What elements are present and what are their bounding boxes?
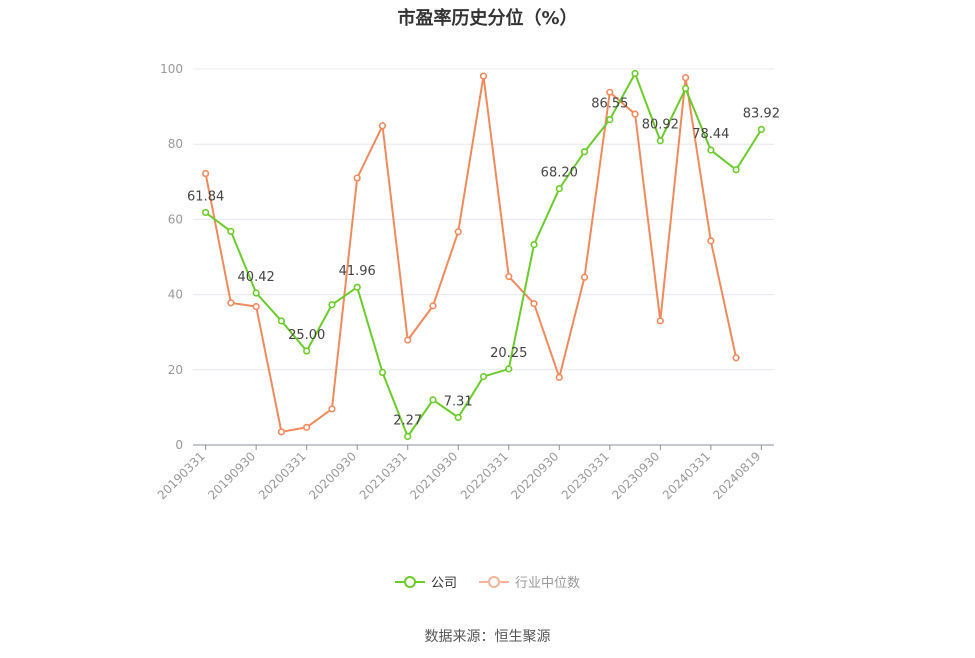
company-data-point bbox=[227, 227, 235, 236]
data-label: 80.92 bbox=[642, 118, 679, 133]
industry-data-point bbox=[353, 174, 361, 182]
company-data-point bbox=[328, 301, 336, 309]
data-label: 61.84 bbox=[187, 189, 224, 204]
company-data-point bbox=[429, 396, 437, 404]
company-data-point bbox=[606, 115, 614, 124]
industry-data-point bbox=[429, 302, 437, 310]
industry-data-point bbox=[555, 373, 563, 381]
y-tick-label: 80 bbox=[168, 137, 183, 151]
company-data-point bbox=[202, 208, 210, 217]
legend-item-company[interactable]: 公司 bbox=[394, 572, 457, 591]
company-data-point bbox=[732, 166, 740, 174]
data-label: 68.20 bbox=[541, 166, 578, 181]
industry-data-point bbox=[404, 336, 412, 344]
x-tick-label: 20220930 bbox=[508, 449, 561, 502]
data-label: 40.42 bbox=[238, 270, 275, 285]
company-data-point bbox=[656, 137, 664, 145]
company-data-point bbox=[353, 283, 361, 291]
company-data-point bbox=[277, 317, 286, 325]
circle-line-icon bbox=[394, 575, 425, 588]
x-tick-label: 20190331 bbox=[155, 449, 208, 502]
industry-data-point bbox=[732, 354, 740, 362]
industry-data-point bbox=[227, 299, 235, 307]
industry-data-point bbox=[277, 428, 286, 436]
legend-company-marker bbox=[403, 575, 416, 588]
company-data-point bbox=[681, 84, 690, 93]
y-tick-label: 20 bbox=[168, 363, 183, 377]
company-data-point bbox=[378, 368, 387, 377]
data-label: 20.25 bbox=[490, 346, 527, 361]
x-tick-label: 20210331 bbox=[357, 449, 410, 502]
industry-data-point bbox=[252, 303, 260, 311]
company-data-point bbox=[530, 240, 538, 249]
company-data-point bbox=[757, 125, 765, 134]
data-label: 78.44 bbox=[692, 127, 729, 142]
industry-data-point bbox=[378, 122, 387, 130]
chart-title: 市盈率历史分位（%） bbox=[397, 8, 578, 29]
x-tick-label: 20230331 bbox=[559, 449, 612, 502]
data-label: 7.31 bbox=[444, 395, 473, 410]
x-tick-label: 20190930 bbox=[205, 449, 258, 502]
company-data-point bbox=[454, 413, 462, 422]
legend-item-industry[interactable]: 行业中位数 bbox=[479, 572, 580, 591]
industry-data-point bbox=[580, 273, 589, 281]
company-data-point bbox=[631, 69, 639, 78]
data-source: 数据来源：恒生聚源 bbox=[424, 629, 551, 645]
industry-data-point bbox=[656, 317, 664, 325]
x-tick-label: 20240331 bbox=[660, 449, 713, 502]
y-tick-label: 0 bbox=[175, 438, 183, 452]
company-data-point bbox=[707, 146, 715, 154]
y-tick-label: 60 bbox=[168, 212, 183, 226]
company-data-point bbox=[303, 347, 311, 355]
company-data-point bbox=[555, 184, 563, 193]
industry-data-point bbox=[606, 88, 614, 96]
y-tick-label: 40 bbox=[168, 288, 183, 302]
company-data-point bbox=[252, 289, 260, 297]
x-tick-label: 20210930 bbox=[407, 449, 460, 502]
company-data-point bbox=[580, 148, 589, 156]
data-label: 2.27 bbox=[393, 413, 422, 428]
industry-data-point bbox=[505, 272, 513, 281]
data-label: 86.55 bbox=[591, 97, 628, 112]
x-tick-label: 20240819 bbox=[710, 449, 763, 502]
chart-legend: 公司 行业中位数 bbox=[0, 572, 975, 591]
company-data-point bbox=[479, 372, 488, 381]
industry-data-point bbox=[530, 300, 538, 308]
x-tick-label: 20200331 bbox=[256, 449, 309, 502]
industry-data-point bbox=[202, 169, 210, 178]
y-tick-label: 100 bbox=[160, 62, 183, 76]
industry-data-point bbox=[479, 72, 488, 80]
legend-label-industry: 行业中位数 bbox=[515, 576, 581, 591]
x-tick-label: 20220331 bbox=[458, 449, 511, 502]
data-label: 25.00 bbox=[288, 328, 325, 343]
industry-data-point bbox=[454, 228, 462, 236]
company-data-point bbox=[404, 432, 412, 441]
legend-label-company: 公司 bbox=[430, 576, 457, 591]
pe-percentile-chart: 0 20 40 60 80 100 2019033120190930202003312020… bbox=[155, 62, 780, 502]
industry-series-line bbox=[204, 75, 738, 433]
data-label: 41.96 bbox=[339, 264, 376, 279]
circle-line-icon bbox=[479, 575, 509, 588]
industry-data-point bbox=[328, 405, 336, 413]
x-tick-label: 20200930 bbox=[306, 449, 359, 502]
x-tick-label: 20230930 bbox=[609, 449, 662, 502]
industry-data-point bbox=[631, 110, 639, 118]
legend-industry-marker bbox=[488, 575, 500, 588]
industry-data-point bbox=[303, 423, 311, 431]
data-label: 83.92 bbox=[743, 106, 780, 121]
industry-data-point bbox=[707, 237, 715, 245]
industry-data-point bbox=[681, 74, 690, 82]
company-data-point bbox=[505, 365, 513, 373]
